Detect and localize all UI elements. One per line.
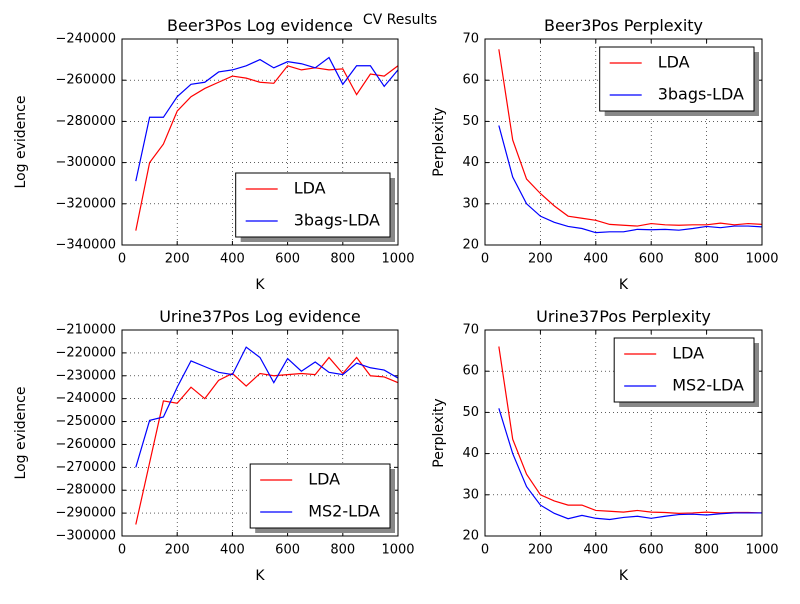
- y-tick-label: 30: [462, 196, 479, 211]
- legend-label: LDA: [308, 470, 340, 489]
- x-tick-label: 0: [118, 543, 126, 558]
- y-tick-label: −280000: [55, 114, 116, 129]
- subplot: 20 30 40 50 60 70 0 200 400 600 800 1000 Urine37Pos …: [431, 307, 779, 584]
- legend-label: MS2-LDA: [308, 502, 380, 521]
- x-tick-label: 400: [583, 252, 608, 267]
- x-tick-label: 800: [694, 252, 719, 267]
- legend: LDA 3bags-LDA: [599, 46, 759, 116]
- x-tick-label: 400: [220, 252, 245, 267]
- y-tick-label: −340000: [55, 238, 116, 253]
- subplot-title: Urine37Pos Perplexity: [536, 307, 711, 326]
- legend: LDA MS2-LDA: [249, 463, 395, 533]
- y-tick-label: −300000: [55, 529, 116, 544]
- y-tick-label: −280000: [55, 483, 116, 498]
- y-axis-label: Log evidence: [13, 96, 29, 189]
- series-line: [135, 356, 399, 525]
- x-axis-label: K: [619, 568, 629, 584]
- legend-frame: [613, 337, 755, 403]
- x-tick-label: 200: [528, 543, 553, 558]
- figure-title: CV Results: [363, 12, 437, 28]
- legend-label: 3bags-LDA: [658, 85, 744, 104]
- subplot: −300000 −290000 −280000 −270000 −260000 −2500…: [13, 307, 415, 584]
- x-tick-label: 1000: [381, 543, 414, 558]
- y-tick-label: −270000: [55, 460, 116, 475]
- x-tick-label: 200: [165, 543, 190, 558]
- series-line: [135, 65, 399, 231]
- x-tick-label: 1000: [745, 252, 778, 267]
- y-axis-label: Perplexity: [431, 107, 447, 176]
- legend-label: 3bags-LDA: [294, 211, 380, 230]
- subplot-title: Beer3Pos Perplexity: [544, 16, 703, 35]
- series-line: [498, 346, 763, 514]
- series-line: [498, 125, 763, 234]
- y-tick-label: −260000: [55, 73, 116, 88]
- y-tick-label: 50: [462, 405, 479, 420]
- legend-frame: [235, 172, 391, 238]
- subplot-title: Urine37Pos Log evidence: [159, 307, 361, 326]
- x-tick-label: 0: [481, 543, 489, 558]
- y-tick-label: −250000: [55, 414, 116, 429]
- y-tick-label: −220000: [55, 345, 116, 360]
- y-axis-label: Perplexity: [431, 398, 447, 467]
- y-tick-label: −320000: [55, 196, 116, 211]
- axes-frame: [121, 329, 399, 537]
- x-tick-label: 600: [639, 543, 664, 558]
- x-tick-label: 800: [330, 252, 355, 267]
- y-tick-label: 70: [462, 323, 479, 338]
- legend: LDA MS2-LDA: [613, 337, 759, 407]
- x-tick-label: 0: [118, 252, 126, 267]
- axes-frame: [121, 38, 399, 246]
- x-tick-label: 200: [528, 252, 553, 267]
- legend-label: LDA: [658, 53, 690, 72]
- y-tick-label: 20: [462, 238, 479, 253]
- y-tick-label: 40: [462, 155, 479, 170]
- legend-label: MS2-LDA: [672, 376, 744, 395]
- series-line: [135, 346, 399, 468]
- subplot: −340000 −320000 −300000 −280000 −260000 −2400…: [13, 16, 415, 293]
- x-axis-label: K: [619, 277, 629, 293]
- legend-label: LDA: [294, 179, 326, 198]
- x-tick-label: 600: [275, 543, 300, 558]
- x-tick-label: 800: [694, 543, 719, 558]
- y-tick-label: −240000: [55, 391, 116, 406]
- x-tick-label: 400: [220, 543, 245, 558]
- y-tick-label: −230000: [55, 368, 116, 383]
- axes-frame: [484, 329, 763, 537]
- y-axis-label: Log evidence: [13, 387, 29, 480]
- y-tick-label: −260000: [55, 437, 116, 452]
- y-tick-label: −300000: [55, 155, 116, 170]
- y-tick-label: 60: [462, 73, 479, 88]
- legend-frame: [599, 46, 755, 112]
- y-tick-label: 30: [462, 487, 479, 502]
- legend-frame: [249, 463, 391, 529]
- x-tick-label: 0: [481, 252, 489, 267]
- legend-label: LDA: [672, 344, 704, 363]
- subplot: 20 30 40 50 60 70 0 200 400 600 800 1000 Beer3Pos Pe…: [431, 16, 779, 293]
- x-tick-label: 1000: [745, 543, 778, 558]
- y-tick-label: 40: [462, 446, 479, 461]
- subplot-title: Beer3Pos Log evidence: [167, 16, 353, 35]
- x-axis-label: K: [255, 277, 265, 293]
- x-tick-label: 1000: [381, 252, 414, 267]
- y-tick-label: −240000: [55, 32, 116, 47]
- y-tick-label: 50: [462, 114, 479, 129]
- x-tick-label: 400: [583, 543, 608, 558]
- y-tick-label: 20: [462, 529, 479, 544]
- legend: LDA 3bags-LDA: [235, 172, 395, 242]
- x-tick-label: 800: [330, 543, 355, 558]
- series-line: [498, 49, 763, 227]
- x-tick-label: 200: [165, 252, 190, 267]
- y-tick-label: −290000: [55, 506, 116, 521]
- axes-frame: [484, 38, 763, 246]
- y-tick-label: 60: [462, 364, 479, 379]
- series-line: [498, 408, 762, 521]
- y-tick-label: 70: [462, 32, 479, 47]
- x-axis-label: K: [255, 568, 265, 584]
- x-tick-label: 600: [275, 252, 300, 267]
- x-tick-label: 600: [639, 252, 664, 267]
- y-tick-label: −210000: [55, 323, 116, 338]
- series-line: [135, 56, 399, 182]
